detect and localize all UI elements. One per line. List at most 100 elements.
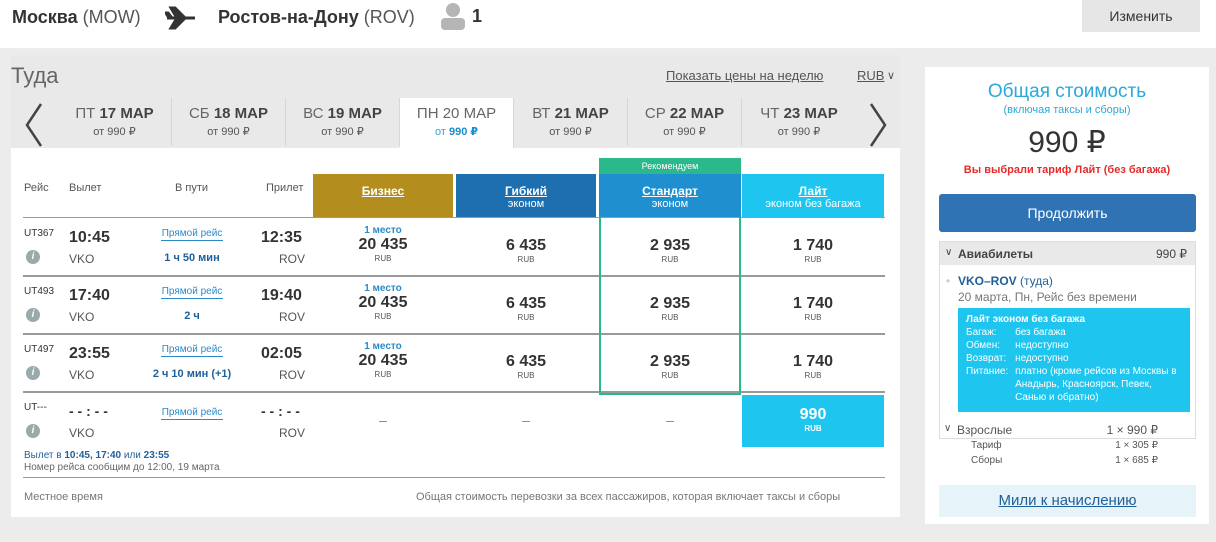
- prev-dates-arrow-icon[interactable]: [23, 100, 45, 150]
- fare-cell-lite[interactable]: 1 740 RUB: [743, 353, 883, 380]
- fare-header-lite[interactable]: Лайт эконом без багажа: [742, 174, 884, 217]
- continue-button[interactable]: Продолжить: [939, 194, 1196, 232]
- chevron-down-icon[interactable]: ∨: [945, 247, 953, 258]
- currency-select[interactable]: RUB: [857, 68, 885, 83]
- plane-icon: [165, 6, 195, 30]
- fare-price: 6 435: [505, 353, 547, 370]
- tariff-info-box: Лайт эконом без багажа Багаж: без багажа …: [958, 308, 1190, 412]
- arrival-time: - - : - -: [261, 403, 300, 419]
- fare-header-business[interactable]: Бизнес: [313, 174, 453, 217]
- tickets-label: Авиабилеты: [958, 247, 1033, 261]
- fare-cell-business[interactable]: 1 место 20 435 RUB: [313, 225, 453, 263]
- recommended-column-frame: [599, 217, 741, 395]
- flight-duration: 2 ч: [184, 310, 200, 322]
- price-prefix: от: [321, 126, 333, 138]
- price-prefix: от: [549, 126, 561, 138]
- tariff-row: Питание: платно (кроме рейсов из Москвы в…: [966, 365, 1182, 404]
- route-code: VKO–ROV: [958, 274, 1017, 288]
- date-tabs: ПТ 17 МАР от 990 ₽ СБ 18 МАР от 990 ₽ ВС 1…: [58, 98, 857, 150]
- fare-sub: эконом: [651, 198, 689, 210]
- chevron-down-icon[interactable]: ∨: [944, 423, 952, 434]
- fare-currency: RUB: [517, 371, 535, 380]
- fare-sub: эконом: [507, 198, 545, 210]
- week-prices-link[interactable]: Показать цены на неделю: [666, 68, 824, 83]
- fare-currency: RUB: [374, 312, 392, 321]
- divider: [23, 391, 885, 393]
- fare-price: 1 740: [792, 353, 834, 370]
- fare-currency: RUB: [517, 255, 535, 264]
- fare-cell-business[interactable]: 1 место 20 435 RUB: [313, 283, 453, 321]
- tickets-section: ∨ Авиабилеты 990 ₽ • VKO–ROV (туда) 20 м…: [939, 241, 1196, 439]
- date-tab[interactable]: ВС 19 МАР от 990 ₽: [286, 98, 400, 146]
- tariff-value: платно (кроме рейсов из Москвы в Анадырь…: [1015, 366, 1177, 403]
- divider: [23, 275, 885, 277]
- tariff-price-label: Тариф: [971, 440, 1002, 451]
- next-dates-arrow-icon[interactable]: [867, 100, 889, 150]
- fare-currency: RUB: [661, 371, 679, 380]
- flight-duration: 1 ч 50 мин: [164, 252, 220, 264]
- fare-header-flex[interactable]: Гибкий эконом: [456, 174, 596, 217]
- flight-type: Прямой рейс: [161, 228, 223, 239]
- tariff-value: недоступно: [1015, 353, 1069, 364]
- flight-number: UT---: [24, 402, 47, 413]
- fare-header-standard[interactable]: Стандарт эконом: [599, 174, 741, 217]
- date-tab[interactable]: ЧТ 23 МАР от 990 ₽: [742, 98, 856, 146]
- page-title: Туда: [11, 63, 59, 88]
- person-icon: [441, 3, 465, 30]
- fare-name: Стандарт: [642, 184, 698, 198]
- fare-cell-lite[interactable]: 1 740 RUB: [743, 295, 883, 322]
- destination: Ростов-на-Дону (ROV): [218, 7, 415, 28]
- date-tab[interactable]: ВТ 21 МАР от 990 ₽: [514, 98, 628, 146]
- change-button[interactable]: Изменить: [1082, 0, 1200, 32]
- departure-time: 17:40: [69, 287, 110, 304]
- divider: [23, 333, 885, 335]
- info-icon[interactable]: i: [26, 366, 40, 380]
- fare-cell-standard[interactable]: 2 935 RUB: [600, 237, 740, 264]
- fare-cell-flex[interactable]: 6 435 RUB: [456, 295, 596, 322]
- fare-price: 20 435: [358, 352, 408, 369]
- date-price: 990 ₽: [448, 126, 479, 138]
- seats-left: 1 место: [364, 341, 402, 352]
- fare-cell-standard[interactable]: 2 935 RUB: [600, 353, 740, 380]
- date-day: ЧТ: [760, 105, 780, 122]
- arrival-airport: ROV: [279, 368, 306, 382]
- outbound-panel: Туда Показать цены на неделю RUB ∨ ПТ 17…: [11, 55, 900, 517]
- date-price: 990 ₽: [791, 126, 821, 138]
- fare-name: Лайт: [798, 184, 828, 198]
- date-price: 990 ₽: [563, 126, 592, 138]
- info-icon[interactable]: i: [26, 308, 40, 322]
- date-tab[interactable]: СР 22 МАР от 990 ₽: [628, 98, 742, 146]
- info-icon[interactable]: i: [26, 250, 40, 264]
- top-bar: Москва (MOW) Ростов-на-Дону (ROV) 1 Изме…: [0, 0, 1216, 48]
- arrival-airport: ROV: [279, 426, 306, 440]
- fare-cell-lite-selected[interactable]: 990 RUB: [742, 395, 884, 447]
- tickets-price: 990 ₽: [1156, 247, 1187, 261]
- date-tab[interactable]: СБ 18 МАР от 990 ₽: [172, 98, 286, 146]
- fare-cell-flex[interactable]: 6 435 RUB: [456, 353, 596, 380]
- arrow-icon: [161, 414, 223, 420]
- total-title: Общая стоимость: [987, 81, 1147, 102]
- fare-cell-business[interactable]: 1 место 20 435 RUB: [313, 341, 453, 379]
- departure-airport: VKO: [69, 368, 95, 382]
- miles-link[interactable]: Мили к начислению: [939, 485, 1196, 517]
- fare-cell-standard[interactable]: 2 935 RUB: [600, 295, 740, 322]
- date-tab[interactable]: ПТ 17 МАР от 990 ₽: [58, 98, 172, 146]
- chevron-down-icon[interactable]: ∨: [887, 70, 896, 82]
- departure-note-or: или: [123, 450, 141, 461]
- tariff-row: Возврат: недоступно: [966, 352, 1182, 365]
- fare-price: 2 935: [649, 237, 691, 254]
- fare-name: Гибкий: [504, 184, 548, 198]
- date-price: 990 ₽: [221, 126, 250, 138]
- fare-cell-flex[interactable]: 6 435 RUB: [456, 237, 596, 264]
- header-flight: Рейс: [24, 182, 49, 194]
- adults-value: 1 × 990 ₽: [1106, 423, 1158, 437]
- local-time-note: Местное время: [24, 491, 103, 503]
- flight-type: Прямой рейс: [161, 286, 223, 297]
- tariff-key: Обмен:: [966, 340, 1001, 351]
- date-tab-selected[interactable]: ПН 20 МАР от 990 ₽: [400, 98, 514, 150]
- info-icon[interactable]: i: [26, 424, 40, 438]
- tariff-value: без багажа: [1015, 327, 1066, 338]
- fare-cell-lite[interactable]: 1 740 RUB: [743, 237, 883, 264]
- fare-currency: RUB: [804, 313, 822, 322]
- tickets-header[interactable]: ∨ Авиабилеты 990 ₽: [940, 242, 1195, 265]
